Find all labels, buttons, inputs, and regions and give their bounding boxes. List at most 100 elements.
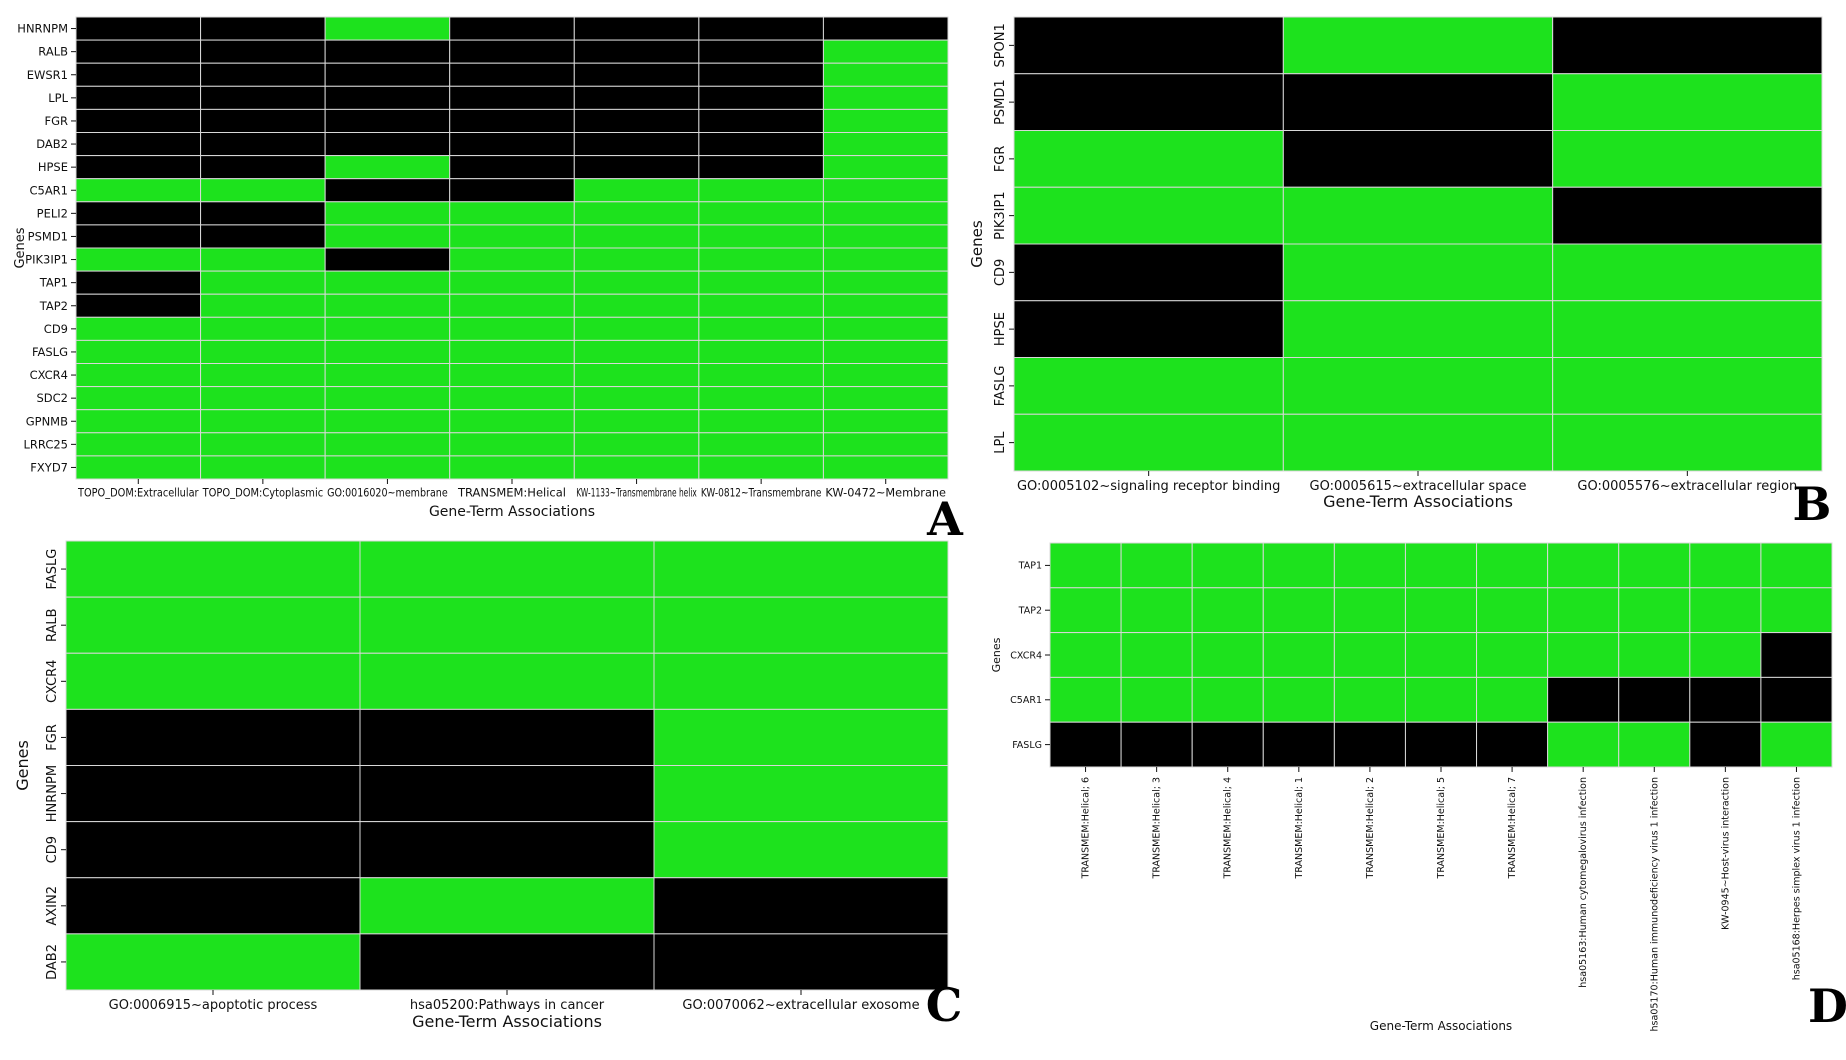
row-tick-label: LPL [48,91,68,105]
heatmap-cell [75,224,202,249]
heatmap-cell [653,652,949,710]
column-tick-label: TRANSMEM:Helical; 4 [1223,777,1234,879]
heatmap-cell [1476,542,1549,589]
row-tick-label: DAB2 [45,944,60,980]
heatmap-cell [1120,587,1193,634]
heatmap-cell [449,224,575,249]
heatmap-cell [698,339,824,364]
heatmap-cell [1552,130,1823,188]
heatmap-cell [1262,676,1335,723]
heatmap-cell [1191,542,1264,589]
heatmap-cell [573,39,700,64]
heatmap-cell [1013,186,1284,245]
row-tick-label: HPSE [38,160,68,174]
heatmap-cell [573,432,700,457]
y-axis-title: Genes [968,220,986,268]
heatmap-cell [1282,243,1554,302]
heatmap-cell [449,455,575,480]
heatmap-cell [449,339,575,364]
heatmap-cell [449,270,575,295]
heatmap-cell [200,201,326,226]
row-tick-label: CD9 [993,259,1008,286]
row-tick-label: DAB2 [36,137,68,151]
row-tick-label: CD9 [44,322,68,336]
heatmap-cell [449,386,575,411]
row-tick-label: CXCR4 [1010,650,1042,661]
column-tick-label: hsa05163:Human cytomegalovirus infection [1578,777,1589,988]
heatmap-panel-c: FASLG RALB CXCR4 FGR HNRNPM CD9 AXIN2 DAB2 GO:00… [13,540,962,1032]
heatmap-cell [573,247,700,272]
row-tick-label: FGR [44,114,68,128]
heatmap-cell [1552,413,1823,472]
column-tick-label: KW-1133~Transmembrane helix [576,486,697,500]
heatmap-cell [324,363,451,388]
row-tick-label: CXCR4 [30,368,68,382]
heatmap-cell [1282,357,1554,415]
x-axis-title: Gene-Term Associations [429,504,595,520]
heatmap-cell [324,386,451,411]
heatmap-cell [653,821,949,879]
heatmap-cell [822,363,949,388]
row-tick-label: CXCR4 [45,660,60,703]
heatmap-cell [75,132,202,157]
heatmap-cell [1552,357,1823,415]
heatmap-cell [200,16,326,41]
heatmap-cell [75,316,202,341]
heatmap-cell [573,409,700,434]
heatmap-cell [75,16,202,41]
heatmap-cell [698,409,824,434]
heatmap-cell [324,132,451,157]
heatmap-cell [75,293,202,318]
heatmap-cell [1191,587,1264,634]
row-tick-label: FGR [45,724,60,751]
heatmap-cell [1333,632,1406,678]
heatmap-cell [1191,721,1264,768]
heatmap-cell [65,765,361,823]
heatmap-cell [200,339,326,364]
x-axis-title: Gene-Term Associations [1370,1019,1512,1033]
heatmap-cell [698,224,824,249]
heatmap-cell [822,432,949,457]
heatmap-cell [449,293,575,318]
heatmap-cell [1760,587,1833,634]
heatmap-cell [1689,587,1762,634]
column-tick-label: GO:0070062~extracellular exosome [682,998,919,1013]
heatmap-cell [359,596,655,654]
row-tick-label: FASLG [1012,740,1042,751]
heatmap-cell [324,270,451,295]
heatmap-cell [573,386,700,411]
heatmap-cell [698,293,824,318]
heatmap-cell [1049,542,1122,589]
heatmap-cell [324,155,451,180]
heatmap-cell [1013,300,1284,358]
heatmap-cell [324,85,451,110]
heatmap-cell [324,224,451,249]
row-tick-label: LRRC25 [24,437,68,451]
heatmap-cell [822,270,949,295]
row-tick-label: HNRNPM [45,765,60,822]
column-tick-label: TOPO_DOM:Cytoplasmic [202,486,323,500]
row-tick-label: PIK3IP1 [25,253,68,267]
heatmap-cell [698,62,824,87]
heatmap-cell [698,316,824,341]
row-tick-label: SPON1 [993,23,1008,67]
column-tick-label: GO:0006915~apoptotic process [109,998,318,1013]
column-tick-label: hsa05200:Pathways in cancer [410,998,605,1013]
column-tick-label: GO:0005102~signaling receptor binding [1017,479,1280,494]
heatmap-cell [573,16,700,41]
heatmap-cell [573,108,700,134]
heatmap-cell [653,708,949,766]
heatmap-cell [573,224,700,249]
heatmap-cell [1689,632,1762,678]
heatmap-cell [359,540,655,598]
heatmap-cell [359,765,655,823]
y-axis-title: Genes [13,227,28,268]
row-tick-label: LPL [993,431,1008,454]
row-tick-label: FASLG [993,366,1008,407]
heatmap-cell [75,339,202,364]
heatmap-cell [65,708,361,766]
heatmap-cell [1618,587,1691,634]
heatmap-cell [1552,300,1823,358]
heatmap-cell [1282,130,1554,188]
